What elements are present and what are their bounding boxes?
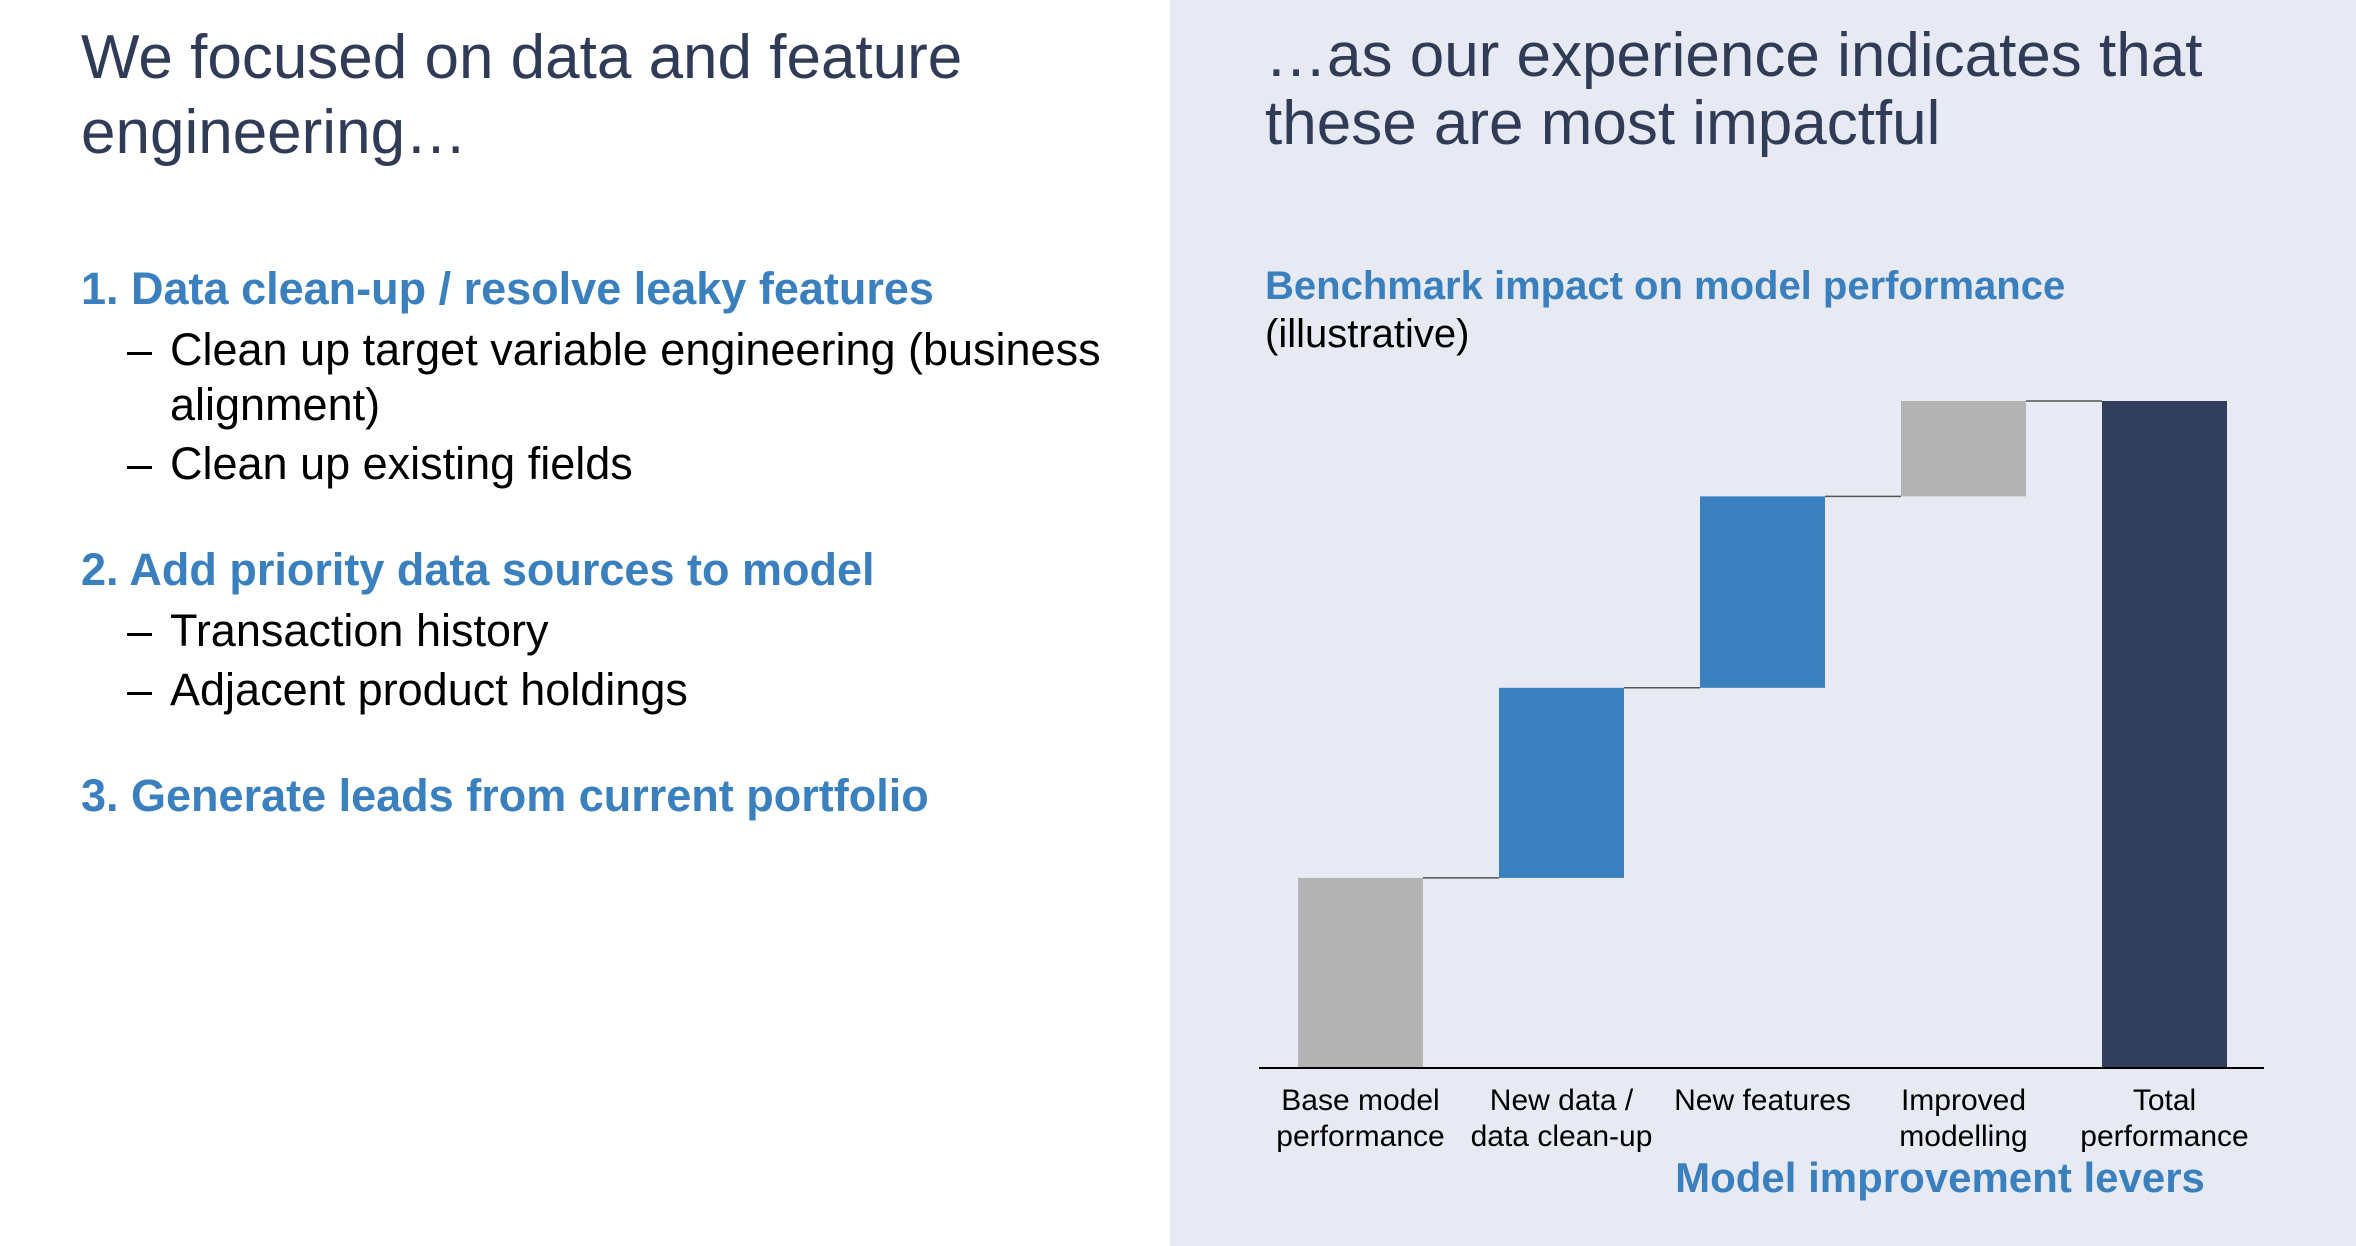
x-tick-label: performance xyxy=(2080,1120,2248,1153)
point-item: – Clean up existing fields xyxy=(81,436,1131,491)
point-item-text: Clean up existing fields xyxy=(170,438,633,489)
dash: – xyxy=(127,664,153,715)
point-item: – Clean up target variable engineering (b… xyxy=(81,322,1131,432)
x-axis-title: Model improvement levers xyxy=(1675,1154,2205,1201)
point-3: 3. Generate leads from current portfolio xyxy=(81,765,1131,827)
right-title: …as our experience indicates that these … xyxy=(1265,21,2203,158)
point-item-text: Clean up target variable engineering (bu… xyxy=(170,324,1101,430)
x-tick-label: Improved xyxy=(1901,1084,2026,1117)
x-tick-label: New data / xyxy=(1490,1084,1634,1117)
point-item-text: Adjacent product holdings xyxy=(170,664,688,715)
point-item: – Adjacent product holdings xyxy=(81,662,1131,717)
points-list: 1. Data clean-up / resolve leaky feature… xyxy=(81,258,1131,875)
point-2: 2. Add priority data sources to model – T… xyxy=(81,539,1131,717)
bar-base xyxy=(1298,877,1423,1068)
right-panel: …as our experience indicates that these … xyxy=(1170,0,2356,1246)
point-items: – Transaction history – Adjacent product h… xyxy=(81,603,1131,717)
bar-increment xyxy=(1700,496,1825,688)
point-item-text: Transaction history xyxy=(170,605,549,656)
x-tick-label: data clean-up xyxy=(1471,1120,1653,1153)
bar-increment xyxy=(1499,687,1624,878)
point-items: – Clean up target variable engineering (b… xyxy=(81,322,1131,491)
dash: – xyxy=(127,438,153,489)
point-heading: 1. Data clean-up / resolve leaky feature… xyxy=(81,263,934,314)
left-panel: We focused on data and feature engineeri… xyxy=(0,0,1170,1246)
point-item: – Transaction history xyxy=(81,603,1131,658)
chart-title: Benchmark impact on model performance xyxy=(1265,264,2066,308)
x-tick-label: performance xyxy=(1276,1120,1444,1153)
x-tick-label: Total xyxy=(2133,1084,2196,1117)
dash: – xyxy=(127,324,153,375)
x-tick-label: modelling xyxy=(1899,1120,2027,1153)
bar-total xyxy=(2102,401,2227,1068)
point-heading: 2. Add priority data sources to model xyxy=(81,544,875,595)
dash: – xyxy=(127,605,153,656)
left-title: We focused on data and feature engineeri… xyxy=(81,23,963,167)
x-tick-label: New features xyxy=(1674,1084,1851,1117)
bar-increment xyxy=(1901,401,2026,497)
point-heading: 3. Generate leads from current portfolio xyxy=(81,770,929,821)
x-tick-label: Base model xyxy=(1281,1084,1439,1117)
point-1: 1. Data clean-up / resolve leaky feature… xyxy=(81,258,1131,491)
chart-subtitle: (illustrative) xyxy=(1265,312,1470,356)
